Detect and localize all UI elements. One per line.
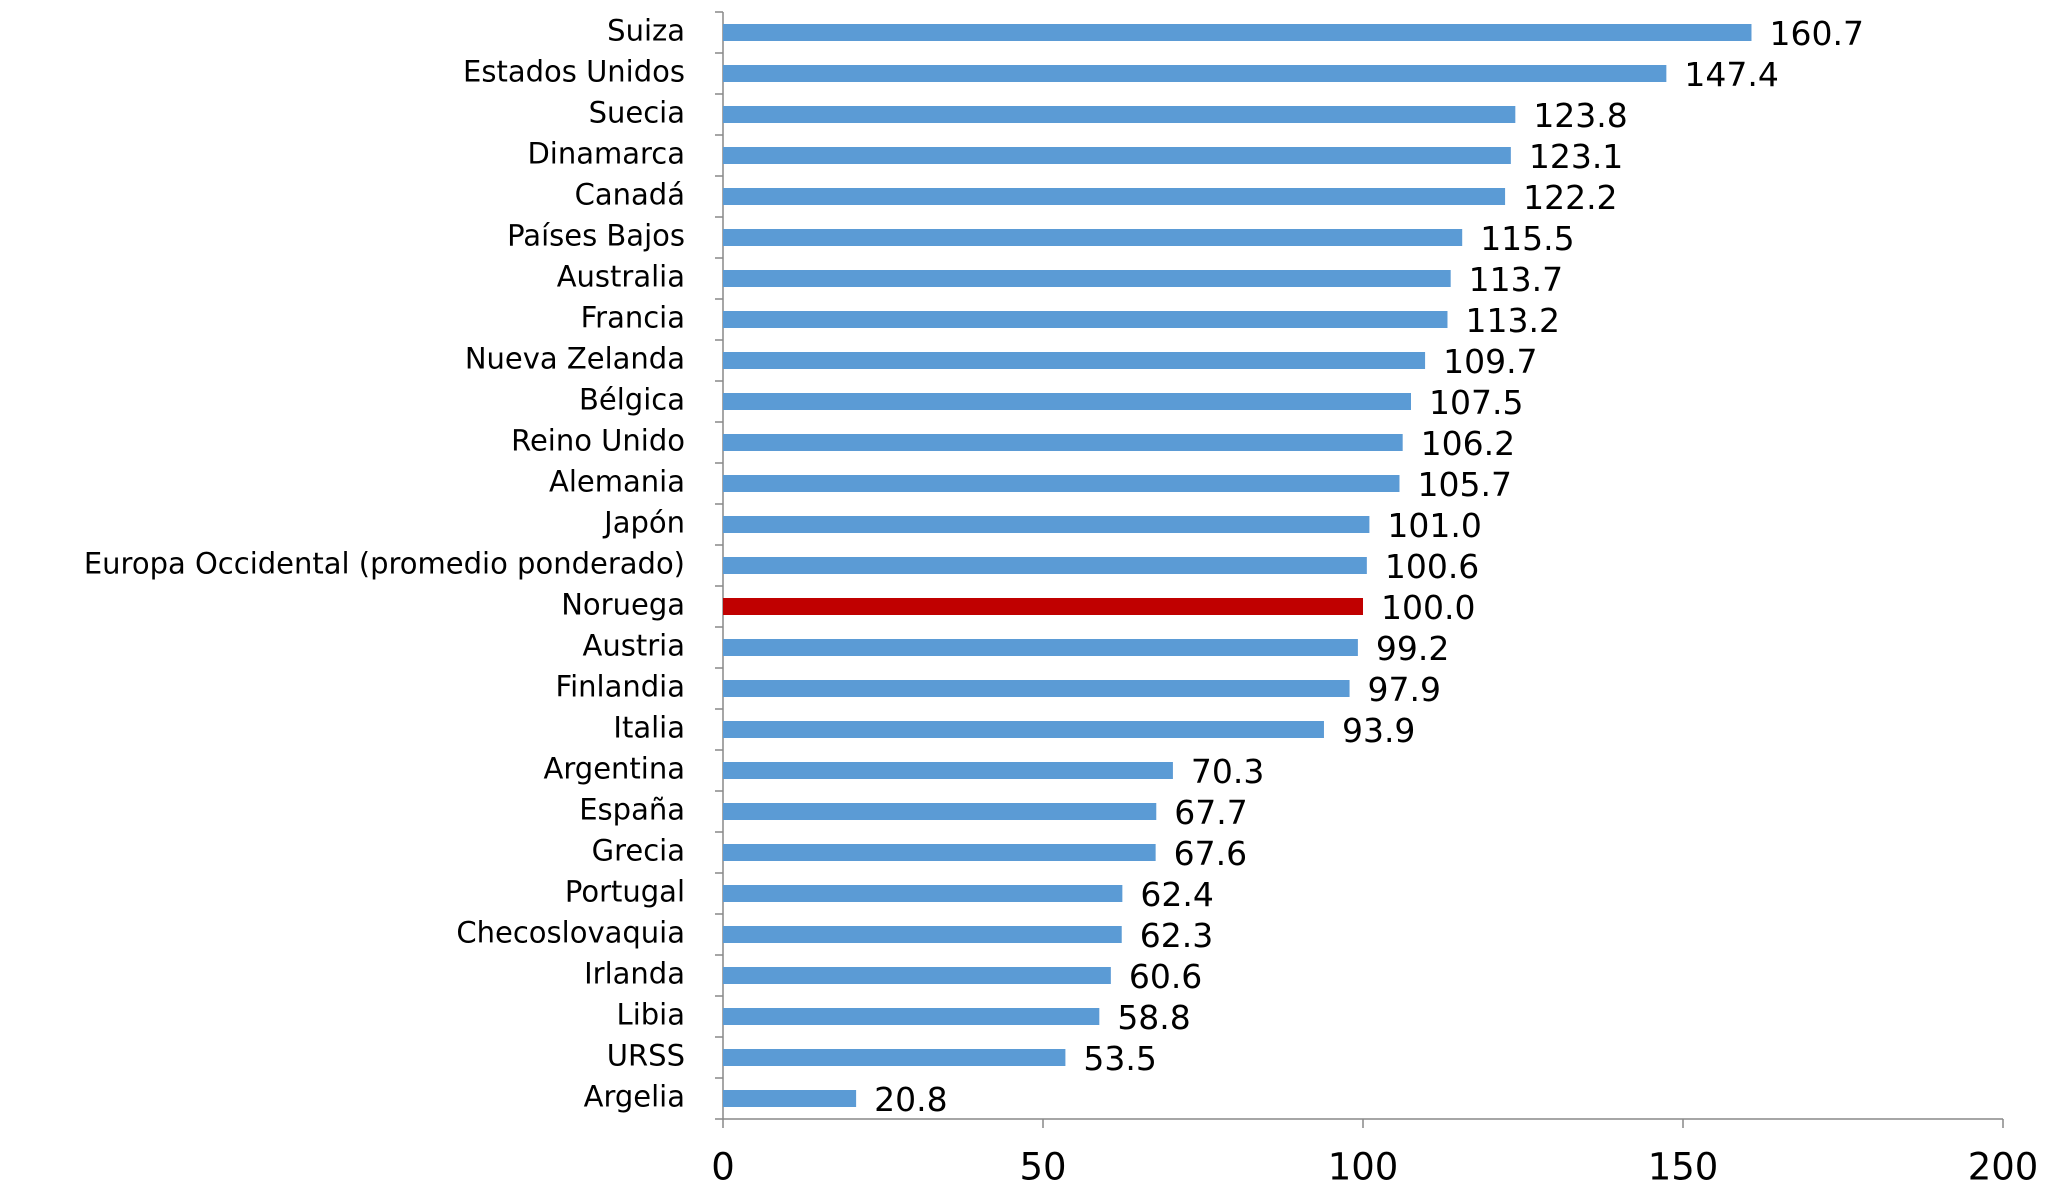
bar [723, 229, 1463, 246]
category-label: Noruega [561, 588, 685, 622]
value-label: 100.0 [1381, 588, 1475, 627]
category-label: España [579, 793, 685, 827]
value-label: 101.0 [1387, 506, 1481, 545]
category-label: Austria [583, 629, 685, 663]
category-label: Nueva Zelanda [465, 342, 685, 376]
value-label: 147.4 [1684, 55, 1778, 94]
bar [723, 885, 1123, 902]
bar [723, 475, 1400, 492]
value-label: 67.6 [1174, 834, 1247, 873]
category-label: Argentina [544, 752, 685, 786]
category-label: Irlanda [584, 957, 685, 991]
category-label: Grecia [592, 834, 685, 868]
category-label: Canadá [575, 178, 685, 212]
bar [723, 106, 1516, 123]
x-tick-label: 50 [1019, 1146, 1066, 1188]
x-tick-label: 200 [1968, 1146, 2039, 1188]
bar [723, 926, 1122, 943]
category-label: Francia [581, 301, 685, 335]
category-label: Libia [617, 998, 685, 1032]
value-label: 62.4 [1140, 875, 1213, 914]
bar [723, 557, 1367, 574]
value-label: 113.2 [1465, 301, 1559, 340]
category-label: Estados Unidos [463, 55, 685, 89]
value-label: 62.3 [1140, 916, 1213, 955]
bar [723, 393, 1411, 410]
bar [723, 844, 1156, 861]
category-label: Europa Occidental (promedio ponderado) [84, 547, 685, 581]
value-label: 70.3 [1191, 752, 1264, 791]
value-label: 99.2 [1376, 629, 1449, 668]
value-label: 123.8 [1533, 96, 1627, 135]
category-label: Australia [557, 260, 685, 294]
category-label: Suiza [607, 14, 685, 48]
bar [723, 762, 1173, 779]
value-label: 58.8 [1117, 998, 1190, 1037]
bar [723, 639, 1358, 656]
bar [723, 188, 1506, 205]
value-label: 100.6 [1385, 547, 1479, 586]
bar [723, 1008, 1100, 1025]
value-label: 107.5 [1429, 383, 1523, 422]
category-label: Reino Unido [511, 424, 685, 458]
bar [723, 65, 1667, 82]
category-label: Japón [602, 506, 685, 540]
category-label: Alemania [549, 465, 685, 499]
category-label: Finlandia [556, 670, 685, 704]
bar [723, 803, 1157, 820]
bar [723, 967, 1111, 984]
value-label: 97.9 [1368, 670, 1441, 709]
value-label: 67.7 [1174, 793, 1247, 832]
bar [723, 680, 1350, 697]
value-label: 160.7 [1769, 14, 1863, 53]
category-label: Suecia [589, 96, 685, 130]
value-label: 122.2 [1523, 178, 1617, 217]
bar [723, 598, 1363, 615]
category-label: Checoslovaquia [456, 916, 685, 950]
bar [723, 24, 1752, 41]
bar [723, 352, 1426, 369]
category-label: Países Bajos [507, 219, 685, 253]
bar [723, 270, 1451, 287]
value-label: 113.7 [1469, 260, 1563, 299]
category-label: Dinamarca [527, 137, 685, 171]
category-label: Argelia [584, 1080, 685, 1114]
bar [723, 311, 1448, 328]
category-label: Bélgica [579, 383, 685, 417]
bar [723, 1049, 1066, 1066]
x-tick-label: 100 [1328, 1146, 1399, 1188]
value-label: 105.7 [1417, 465, 1511, 504]
value-label: 53.5 [1083, 1039, 1156, 1078]
category-label: Portugal [565, 875, 685, 909]
value-label: 109.7 [1443, 342, 1537, 381]
bar [723, 721, 1324, 738]
x-tick-label: 0 [711, 1146, 735, 1188]
category-label: Italia [613, 711, 685, 745]
value-label: 60.6 [1129, 957, 1202, 996]
value-label: 93.9 [1342, 711, 1415, 750]
bar [723, 1090, 857, 1107]
bar [723, 516, 1370, 533]
category-label: URSS [607, 1039, 685, 1073]
value-label: 20.8 [874, 1080, 947, 1119]
x-tick-label: 150 [1648, 1146, 1719, 1188]
value-label: 115.5 [1480, 219, 1574, 258]
bar [723, 434, 1403, 451]
value-label: 123.1 [1529, 137, 1623, 176]
bar [723, 147, 1511, 164]
value-label: 106.2 [1421, 424, 1515, 463]
